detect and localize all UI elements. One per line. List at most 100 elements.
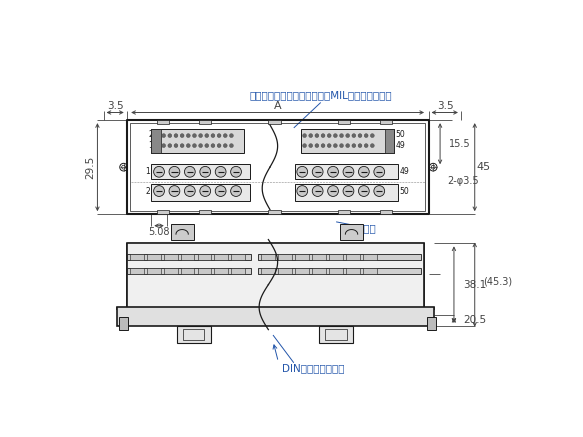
Circle shape [161,144,166,148]
Circle shape [309,134,312,138]
Circle shape [192,144,196,148]
Circle shape [327,134,331,138]
Bar [215,268,229,274]
Circle shape [327,144,331,148]
Circle shape [358,144,362,148]
Circle shape [231,186,241,196]
Bar [279,268,292,274]
Circle shape [231,166,241,177]
Circle shape [217,134,221,138]
Circle shape [333,134,338,138]
Bar [325,329,347,340]
Text: 2: 2 [145,187,150,195]
Circle shape [343,186,354,196]
Circle shape [370,144,374,148]
Bar [171,224,194,239]
Circle shape [200,166,210,177]
Bar [294,164,398,180]
Text: 50: 50 [395,130,405,139]
Circle shape [205,134,209,138]
Circle shape [180,134,184,138]
Circle shape [303,134,307,138]
Bar [127,254,251,260]
Circle shape [364,134,368,138]
Circle shape [315,144,319,148]
Circle shape [321,144,325,148]
Bar [329,254,343,260]
Bar [231,268,245,274]
Bar [215,254,229,260]
Circle shape [211,134,215,138]
Circle shape [168,134,172,138]
Bar [268,210,280,214]
Circle shape [352,134,356,138]
Text: 2: 2 [148,130,153,139]
Circle shape [199,144,202,148]
Bar [127,120,429,214]
Circle shape [205,144,209,148]
Circle shape [364,144,368,148]
Text: 15.5: 15.5 [449,139,471,149]
Text: 3.5: 3.5 [437,101,454,111]
Circle shape [215,186,226,196]
Circle shape [174,134,178,138]
Text: 5.08: 5.08 [148,227,170,237]
Circle shape [359,166,369,177]
Bar [261,254,275,260]
Bar [117,306,434,326]
Bar [198,268,212,274]
Text: 38.1: 38.1 [463,280,486,290]
Bar [427,317,436,329]
Circle shape [328,186,339,196]
Circle shape [174,144,178,148]
Bar [319,326,353,343]
Circle shape [339,134,343,138]
Bar [157,120,169,124]
Circle shape [374,166,385,177]
Bar [363,254,377,260]
Text: 29.5: 29.5 [86,156,96,179]
Circle shape [230,134,233,138]
Circle shape [358,134,362,138]
Text: (45.3): (45.3) [483,277,512,287]
Circle shape [312,166,323,177]
Text: 1: 1 [145,167,150,176]
Bar [296,254,309,260]
Bar [258,268,421,274]
Bar [152,129,244,153]
Bar [152,164,250,180]
Circle shape [315,134,319,138]
Circle shape [312,186,323,196]
Circle shape [187,144,190,148]
Circle shape [184,186,195,196]
Bar [127,243,424,310]
Bar [329,268,343,274]
Circle shape [154,186,164,196]
Bar [385,129,394,153]
Text: 2-φ3.5: 2-φ3.5 [447,176,479,186]
Circle shape [352,144,356,148]
Circle shape [297,166,308,177]
Bar [346,268,360,274]
Circle shape [223,134,227,138]
Bar [301,129,394,153]
Circle shape [374,186,385,196]
Bar [130,254,143,260]
Circle shape [321,134,325,138]
Circle shape [169,186,180,196]
Bar [312,254,326,260]
Bar [231,254,245,260]
Bar [380,120,392,124]
Circle shape [215,166,226,177]
Circle shape [168,144,172,148]
Bar [127,268,251,274]
Circle shape [346,134,350,138]
Circle shape [309,144,312,148]
Bar [152,184,250,201]
Circle shape [346,144,350,148]
Text: 20.5: 20.5 [463,316,486,326]
Text: 49: 49 [395,141,405,150]
Text: 3.5: 3.5 [107,101,124,111]
Text: DINレール用ロック: DINレール用ロック [282,363,345,373]
Bar [363,268,377,274]
